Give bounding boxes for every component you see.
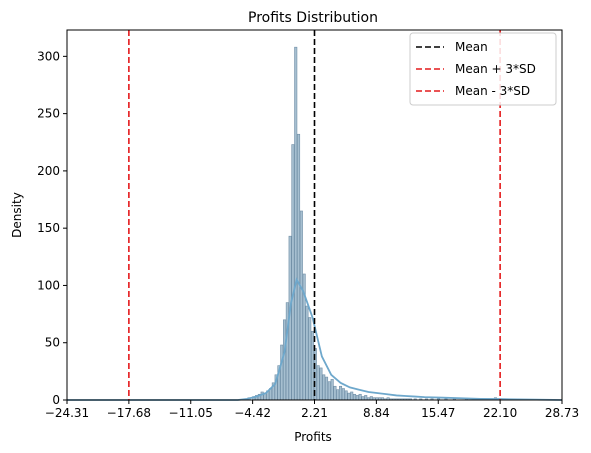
histogram-bar xyxy=(283,319,287,401)
histogram-bar xyxy=(341,388,345,401)
histogram-bar xyxy=(308,317,312,401)
x-tick-label: 22.10 xyxy=(483,406,517,420)
reference-lines xyxy=(128,30,501,400)
legend-label: Mean xyxy=(455,40,488,54)
legend-label: Mean - 3*SD xyxy=(455,84,530,98)
histogram-bar xyxy=(333,385,337,401)
histogram-bar xyxy=(353,393,357,401)
x-tick-label: −4.42 xyxy=(234,406,271,420)
x-tick-label: −11.05 xyxy=(169,406,213,420)
histogram-bar xyxy=(344,390,348,401)
histogram-bar xyxy=(305,305,309,401)
histogram-bar xyxy=(361,396,365,401)
histogram-bar xyxy=(330,379,334,401)
x-axis-ticks: −24.31 −17.68 −11.05 −4.42 2.21 8.84 15.47 22.1… xyxy=(45,400,579,420)
kde-curve xyxy=(67,277,563,401)
histogram-bar xyxy=(355,395,359,401)
y-tick-label: 150 xyxy=(37,221,60,235)
plot-area xyxy=(66,29,563,401)
histogram-bar xyxy=(294,46,298,401)
histogram-bar xyxy=(369,396,373,401)
y-axis-label: Density xyxy=(10,192,24,238)
x-tick-label: 28.73 xyxy=(545,406,579,420)
x-tick-label: 2.21 xyxy=(301,406,328,420)
histogram-bar xyxy=(327,381,331,401)
y-axis-ticks: 0 50 100 150 200 250 300 xyxy=(37,49,67,407)
x-tick-label: −17.68 xyxy=(107,406,151,420)
histogram-bar xyxy=(311,330,315,401)
legend-box xyxy=(409,32,557,106)
histogram-bar xyxy=(364,395,368,401)
y-tick-label: 250 xyxy=(37,107,60,121)
x-tick-label: −24.31 xyxy=(45,406,89,420)
legend-items: Mean Mean + 3*SD Mean - 3*SD xyxy=(416,40,536,98)
histogram-bar xyxy=(336,389,340,401)
legend-label: Mean + 3*SD xyxy=(455,62,536,76)
histogram-bar xyxy=(291,144,295,401)
kde-curve-layer xyxy=(67,277,563,401)
histogram-bar xyxy=(285,302,289,401)
chart-title: Profits Distribution xyxy=(248,10,378,26)
histogram-bar xyxy=(260,391,264,401)
y-tick-label: 300 xyxy=(37,49,60,63)
histogram-bar xyxy=(299,210,303,401)
histogram-bar xyxy=(358,393,362,401)
histogram-bar xyxy=(347,392,351,401)
x-tick-label: 15.47 xyxy=(421,406,455,420)
histogram-bar xyxy=(316,365,320,401)
y-tick-label: 50 xyxy=(45,336,60,350)
y-tick-label: 200 xyxy=(37,164,60,178)
histogram-bar xyxy=(325,376,329,401)
histogram-bar xyxy=(297,133,301,401)
histogram-bar xyxy=(350,391,354,401)
x-axis-label: Profits xyxy=(294,430,332,444)
histogram-bar xyxy=(280,344,284,401)
legend: Mean Mean + 3*SD Mean - 3*SD xyxy=(409,32,557,106)
y-tick-label: 0 xyxy=(52,393,60,407)
histogram-bar xyxy=(319,367,323,401)
x-tick-label: 8.84 xyxy=(363,406,390,420)
histogram-bar xyxy=(339,385,343,401)
histogram-bar xyxy=(322,374,326,401)
y-tick-label: 100 xyxy=(37,278,60,292)
